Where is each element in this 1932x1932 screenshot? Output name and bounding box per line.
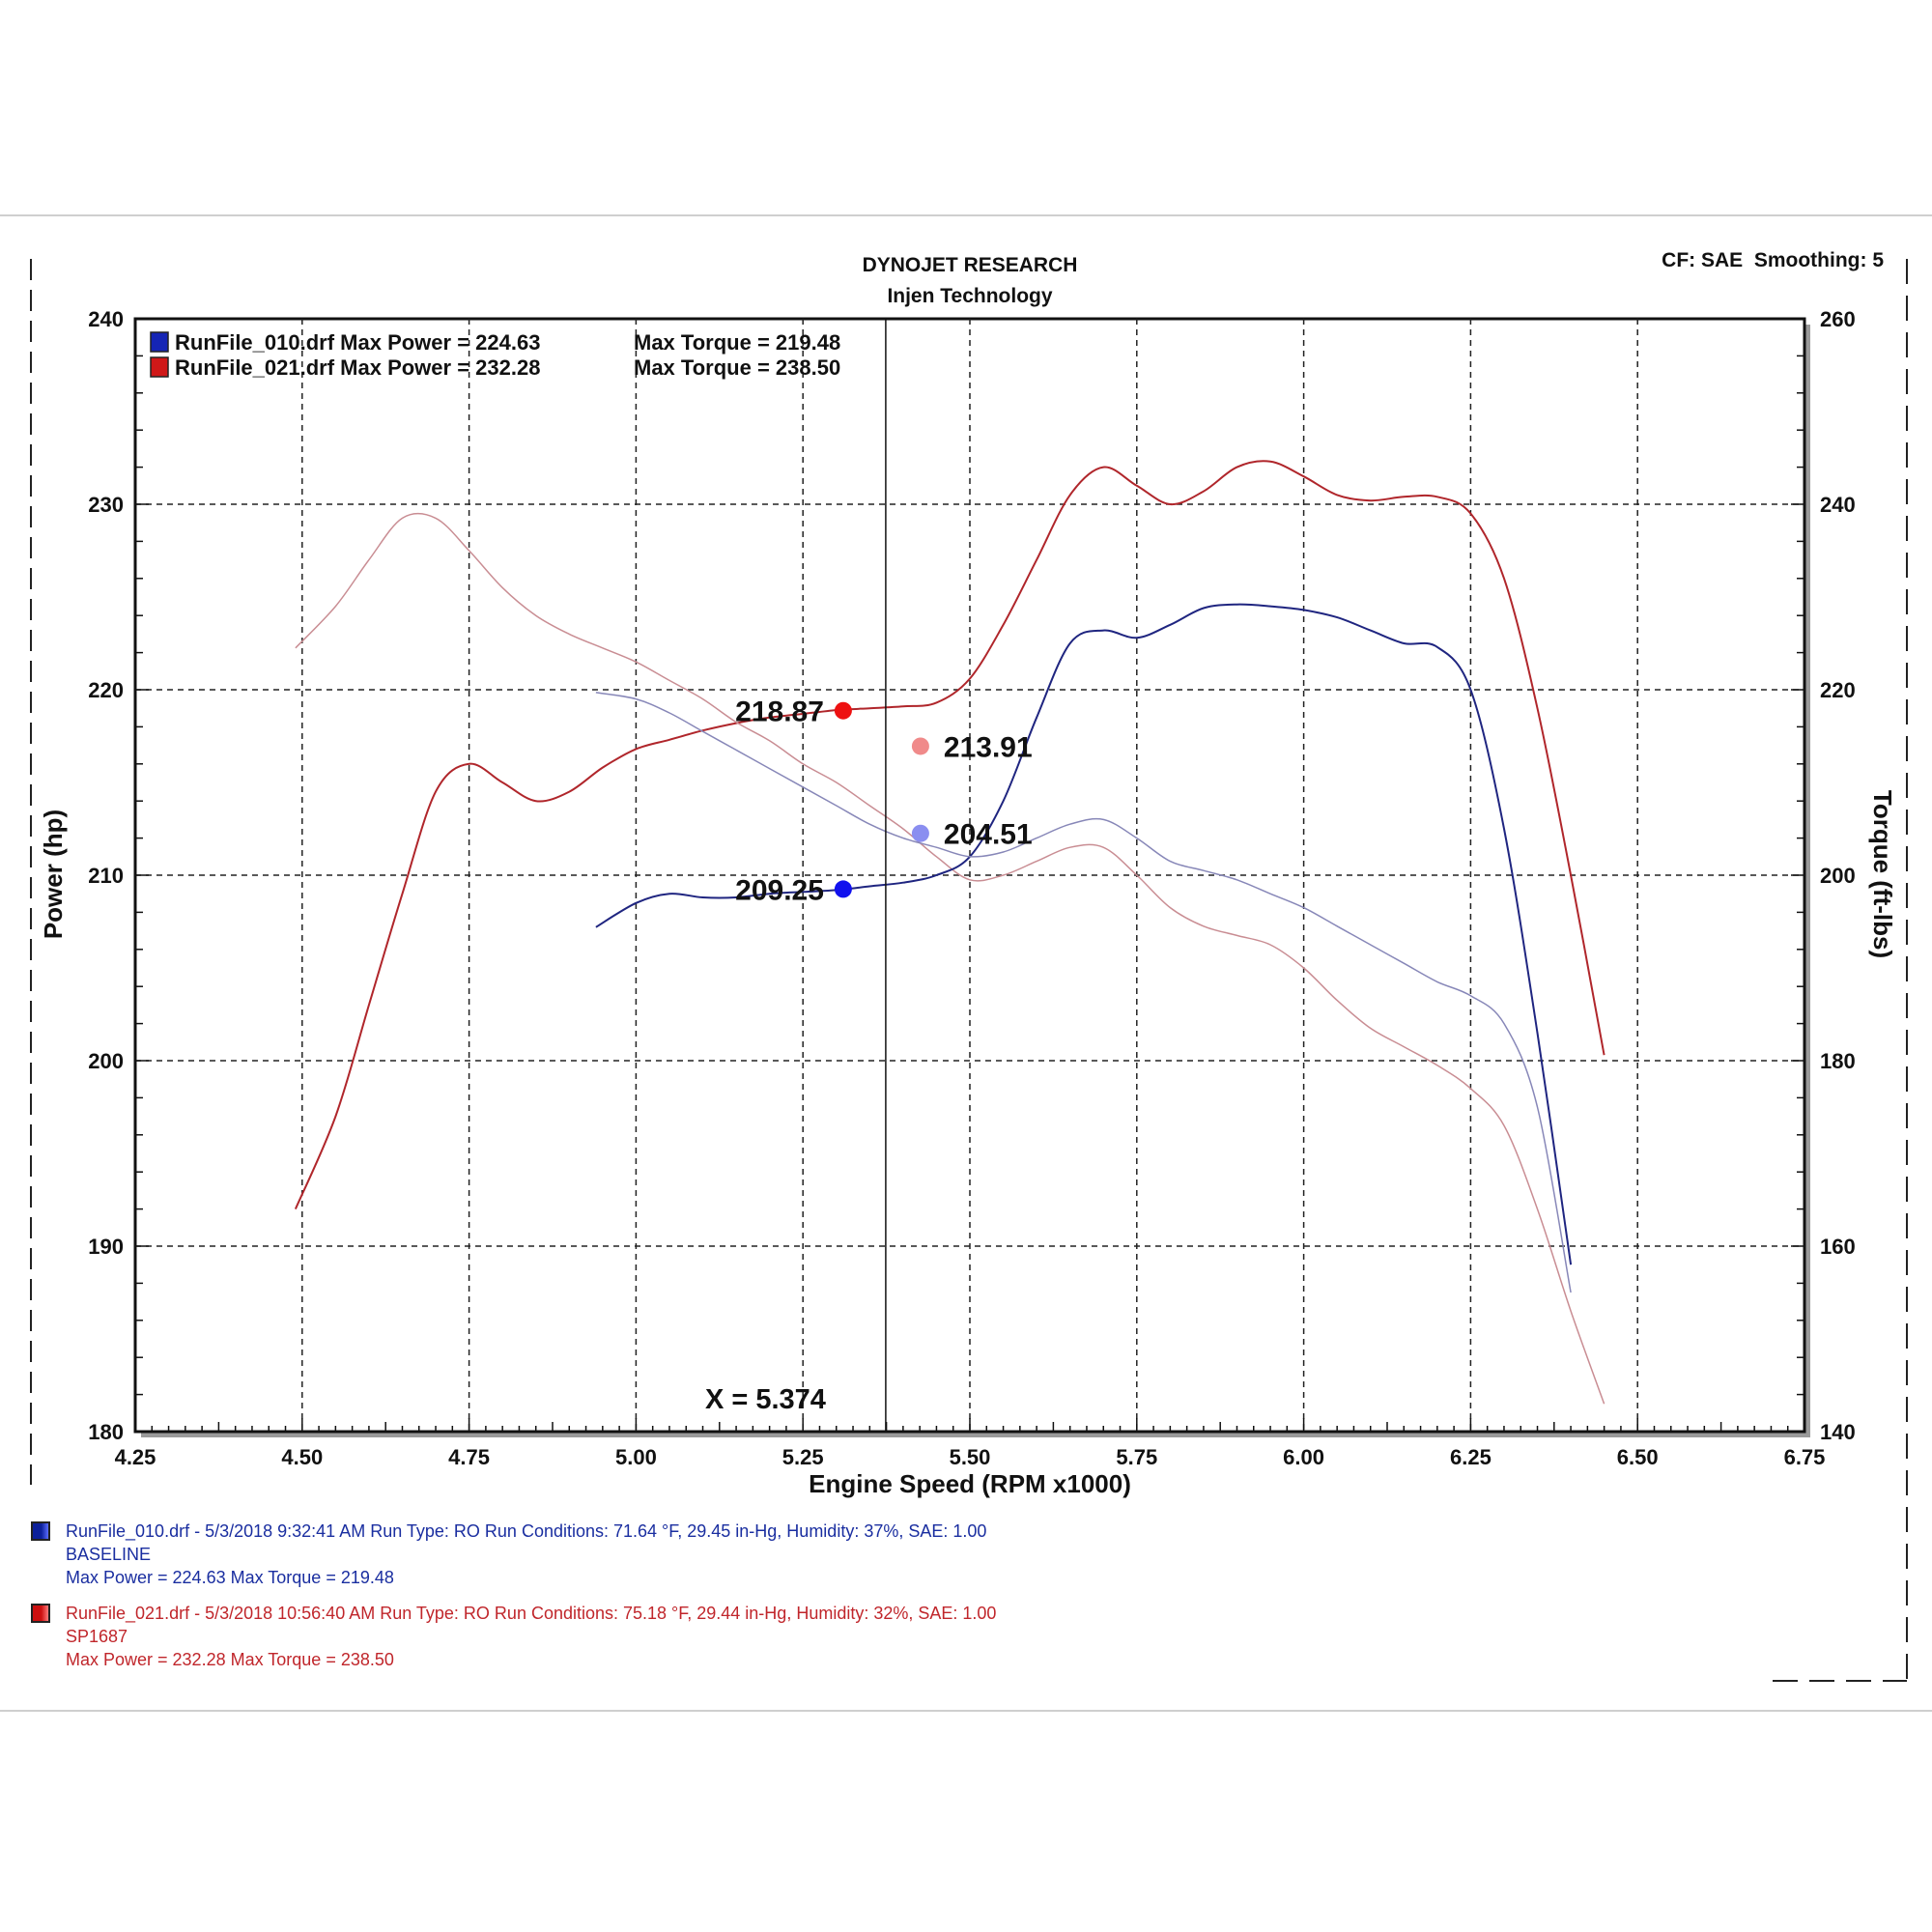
cursor-value-dot [911,824,929,842]
run-info-name: BASELINE [66,1545,152,1564]
y-tick-label-right: 220 [1820,678,1856,702]
outer-border-right [1773,259,1908,1682]
y-tick-label-right: 260 [1820,307,1856,331]
y-tick-label-left: 230 [88,493,124,517]
chart-frame [0,214,1932,1712]
x-tick-label: 5.25 [782,1445,824,1469]
cursor-value-dot [834,880,852,898]
run-info-baseline: RunFile_010.drf - 5/3/2018 9:32:41 AM Ru… [31,1520,987,1589]
y-tick-label-left: 200 [88,1049,124,1073]
x-tick-label: 4.75 [448,1445,490,1469]
chart-title: DYNOJET RESEARCH [863,254,1078,276]
chart-subtitle: Injen Technology [887,285,1052,307]
chart-settings: CF: SAE Smoothing: 5 [1662,249,1884,271]
x-tick-label: 6.00 [1283,1445,1324,1469]
y-tick-label-right: 180 [1820,1049,1856,1073]
axis-labels: 4.25 4.50 4.75 5.00 5.25 5.50 5.75 6.00 6.25 6.50… [88,307,1855,1469]
cursor-readout: X = 5.374 [705,1384,826,1415]
x-tick-label: 6.25 [1450,1445,1492,1469]
run-info-max: Max Power = 224.63 Max Torque = 219.48 [66,1568,394,1587]
run-info-max: Max Power = 232.28 Max Torque = 238.50 [66,1650,394,1669]
y-tick-label-left: 180 [88,1420,124,1444]
tick-marks [134,318,1805,1433]
cursor-value-label: 218.87 [735,696,824,728]
series-group [294,460,1605,1405]
x-tick-label: 6.75 [1784,1445,1826,1469]
run-info-name: SP1687 [66,1627,128,1646]
run-info-line: RunFile_021.drf - 5/3/2018 10:56:40 AM R… [66,1604,997,1623]
y-tick-label-right: 240 [1820,493,1856,517]
x-tick-label: 4.25 [115,1445,156,1469]
x-tick-label: 5.75 [1116,1445,1157,1469]
cursor-group: X = 5.374 218.87 213.91 204.51 209.25 [705,319,1033,1432]
y-tick-label-right: 160 [1820,1235,1856,1259]
y-tick-label-left: 220 [88,678,124,702]
y-tick-label-left: 240 [88,307,124,331]
cursor-value-dot [911,737,929,755]
legend-swatch [150,356,169,378]
run-info-sp1687: RunFile_021.drf - 5/3/2018 10:56:40 AM R… [31,1602,997,1671]
x-tick-label: 5.00 [615,1445,657,1469]
x-tick-label: 5.50 [950,1445,991,1469]
cursor-value-label: 213.91 [944,731,1033,763]
cursor-value-dot [834,701,852,720]
cursor-value-label: 204.51 [944,819,1033,851]
x-axis-label: Engine Speed (RPM x1000) [809,1469,1131,1498]
series-line-runfile-010-power [595,603,1573,1265]
legend-entry-name: RunFile_010.drf Max Power = 224.63 [175,330,540,355]
y-axis-right-label: Torque (ft-lbs) [1868,790,1897,958]
legend-swatch [150,331,169,353]
series-line-runfile-010-torque [595,692,1572,1293]
series-line-runfile-021-torque [295,512,1605,1405]
y-tick-label-left: 190 [88,1235,124,1259]
legend-entry-torque: Max Torque = 238.50 [634,355,840,380]
run-info-line: RunFile_010.drf - 5/3/2018 9:32:41 AM Ru… [66,1521,987,1541]
y-axis-left-label: Power (hp) [39,810,68,939]
legend-entry-torque: Max Torque = 219.48 [634,330,840,355]
x-tick-label: 6.50 [1617,1445,1659,1469]
legend-entry-name: RunFile_021.drf Max Power = 232.28 [175,355,540,380]
y-tick-label-left: 210 [88,864,124,888]
y-tick-label-right: 200 [1820,864,1856,888]
x-tick-label: 4.50 [281,1445,323,1469]
sp1687-color-swatch [31,1604,50,1623]
series-line-runfile-021-power [294,460,1605,1209]
cursor-value-label: 209.25 [735,874,824,906]
legend: RunFile_010.drf Max Power = 224.63 Max To… [150,330,840,380]
y-tick-label-right: 140 [1820,1420,1856,1444]
baseline-color-swatch [31,1521,50,1541]
